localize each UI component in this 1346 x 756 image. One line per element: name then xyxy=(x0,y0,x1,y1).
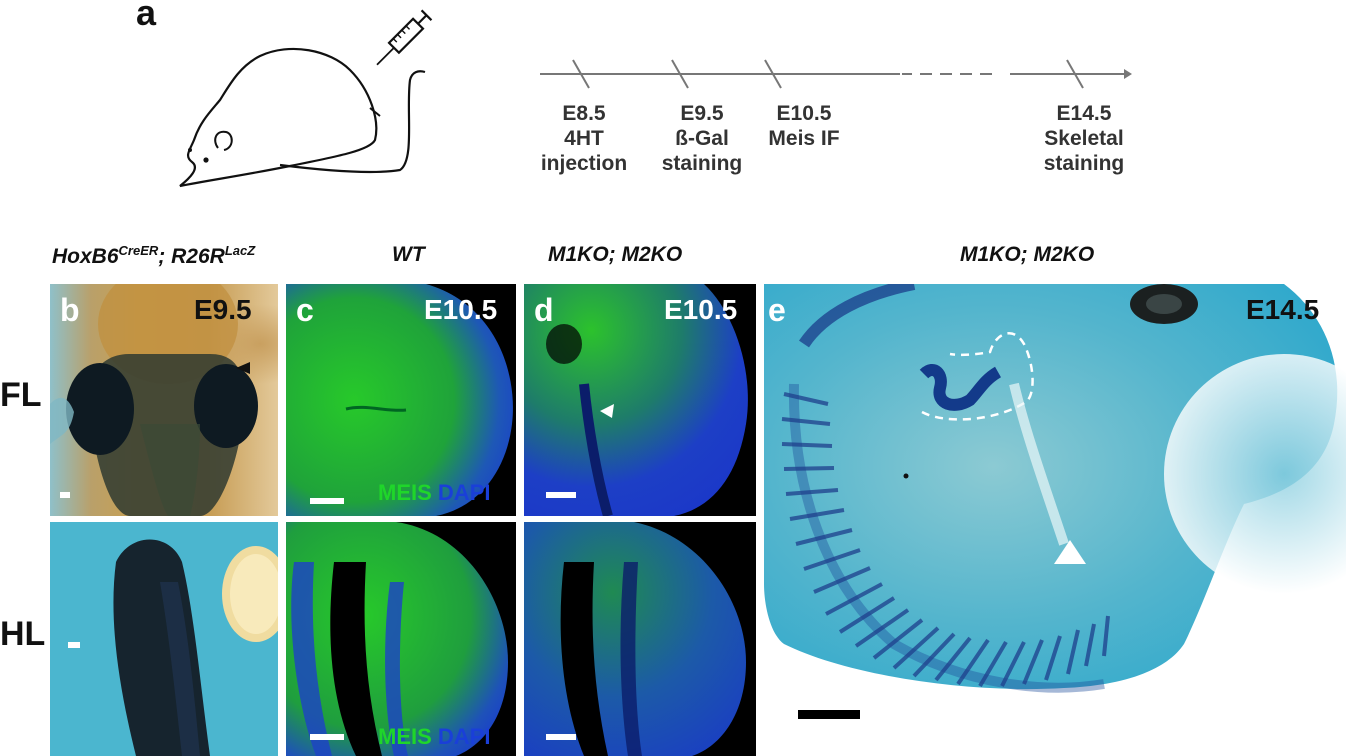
header-c: WT xyxy=(392,243,425,266)
panel-b-hindlimb xyxy=(50,522,278,756)
panel-letter-a: a xyxy=(136,0,157,33)
mouse-illustration xyxy=(179,47,426,188)
scale-bar xyxy=(310,498,344,504)
row-label-fl: FL xyxy=(0,376,42,414)
separator: ; xyxy=(158,245,172,268)
timeline-line1: ß-Gal xyxy=(675,127,729,150)
timeline-line1: Meis IF xyxy=(768,127,840,150)
gene-name: HoxB6 xyxy=(52,245,119,268)
scale-bar xyxy=(798,710,860,719)
panel-e-skeletal-staining: e E14.5 xyxy=(764,284,1346,750)
timeline-line1: Skeletal xyxy=(1044,127,1124,150)
panel-letter-e: e xyxy=(768,292,786,328)
embryo-forelimb-shape xyxy=(50,284,258,516)
scale-bar xyxy=(68,642,80,648)
scale-bar xyxy=(60,492,70,498)
stain-legend-bottom: MEIS DAPI xyxy=(378,724,490,750)
syringe-icon xyxy=(376,9,433,66)
panel-letter-c: c xyxy=(296,292,314,328)
meis-dapi-section-c-bottom xyxy=(286,522,508,756)
allele-sup: LacZ xyxy=(224,243,256,258)
panel-letter-d: d xyxy=(534,292,554,328)
header-b: HoxB6CreER; R26RLacZ xyxy=(52,243,255,269)
stain-meis: MEIS xyxy=(378,480,432,505)
row-label-hl: HL xyxy=(0,615,46,653)
timeline-label-4: E14.5 Skeletal staining xyxy=(1028,101,1140,176)
panel-letter-b: b xyxy=(60,292,80,328)
stain-dapi: DAPI xyxy=(437,480,491,505)
panel-b-forelimb: b E9.5 xyxy=(50,284,278,516)
stage-label-c: E10.5 xyxy=(424,294,498,325)
timeline-line2: injection xyxy=(540,152,628,175)
timeline-label-3: E10.5 Meis IF xyxy=(748,101,860,151)
panel-d-hindlimb-section xyxy=(524,522,756,756)
gene-name: R26R xyxy=(171,245,225,268)
embryo-hindlimb-shape xyxy=(113,539,278,756)
panel-c-forelimb-section: c E10.5 MEIS DAPI xyxy=(286,284,516,516)
scale-bar xyxy=(546,492,576,498)
allele-sup: CreER xyxy=(118,243,159,258)
meis-dapi-section-c-top xyxy=(286,284,513,516)
timeline-label-2: E9.5 ß-Gal staining xyxy=(646,101,758,176)
stain-meis: MEIS xyxy=(378,724,432,749)
timeline-stage: E8.5 xyxy=(562,102,606,125)
stain-legend: MEIS DAPI xyxy=(378,480,490,506)
stage-label-d: E10.5 xyxy=(664,294,738,325)
alcian-stained-embryo xyxy=(764,284,1346,750)
timeline-line2: staining xyxy=(1043,152,1125,175)
panel-d-forelimb-section: d E10.5 xyxy=(524,284,756,516)
stage-label-b: E9.5 xyxy=(194,294,252,325)
header-e: M1KO; M2KO xyxy=(960,243,1095,266)
timeline-line2: staining xyxy=(661,152,743,175)
timeline-line1: 4HT xyxy=(564,127,604,150)
meis-dapi-section-d-top xyxy=(524,284,748,516)
stain-dapi: DAPI xyxy=(437,724,491,749)
timeline-axis xyxy=(540,59,1132,89)
timeline-stage: E9.5 xyxy=(680,102,724,125)
timeline-stage: E14.5 xyxy=(1056,102,1112,125)
stage-label-e: E14.5 xyxy=(1246,294,1320,325)
panel-c-hindlimb-section: MEIS DAPI xyxy=(286,522,516,756)
timeline-label-1: E8.5 4HT injection xyxy=(528,101,640,176)
scale-bar xyxy=(310,734,344,740)
timeline-stage: E10.5 xyxy=(776,102,832,125)
scale-bar xyxy=(546,734,576,740)
header-d: M1KO; M2KO xyxy=(548,243,683,266)
meis-dapi-section-d-bottom xyxy=(524,522,746,756)
